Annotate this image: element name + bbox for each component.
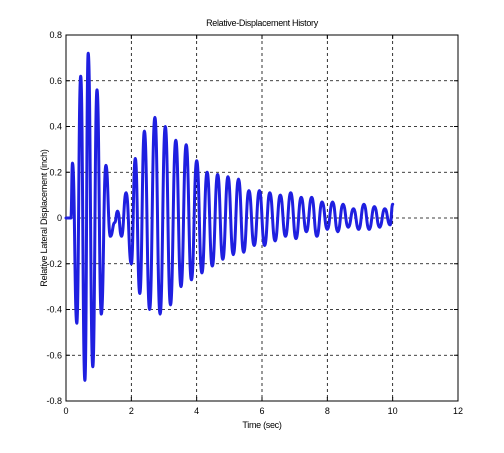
x-tick-label: 2 xyxy=(129,406,134,416)
y-tick-label: -0.2 xyxy=(46,259,62,269)
series-layer xyxy=(64,51,395,382)
y-axis-label: Relative Lateral Displacement (inch) xyxy=(39,149,49,287)
x-tick-label: 0 xyxy=(63,406,68,416)
axis-ticks: 0 2 4 6 8 10 12 -0.8 -0.6 -0.4 -0.2 0 0.2 0.4 0.6 0.8 xyxy=(46,30,463,416)
x-tick-label: 4 xyxy=(194,406,199,416)
x-tick-label: 8 xyxy=(325,406,330,416)
series-line xyxy=(64,51,395,382)
y-tick-label: 0.4 xyxy=(49,122,62,132)
y-tick-label: 0 xyxy=(57,213,62,223)
y-tick-label: 0.2 xyxy=(49,167,62,177)
x-tick-label: 12 xyxy=(453,406,463,416)
y-tick-label: 0.6 xyxy=(49,76,62,86)
x-tick-label: 6 xyxy=(259,406,264,416)
y-tick-label: -0.6 xyxy=(46,350,62,360)
y-tick-label: -0.8 xyxy=(46,396,62,406)
y-tick-label: -0.4 xyxy=(46,305,62,315)
x-axis-label: Time (sec) xyxy=(242,420,281,430)
y-tick-label: 0.8 xyxy=(49,30,62,40)
chart-title: Relative-Displacement History xyxy=(206,18,319,28)
x-tick-label: 10 xyxy=(388,406,398,416)
